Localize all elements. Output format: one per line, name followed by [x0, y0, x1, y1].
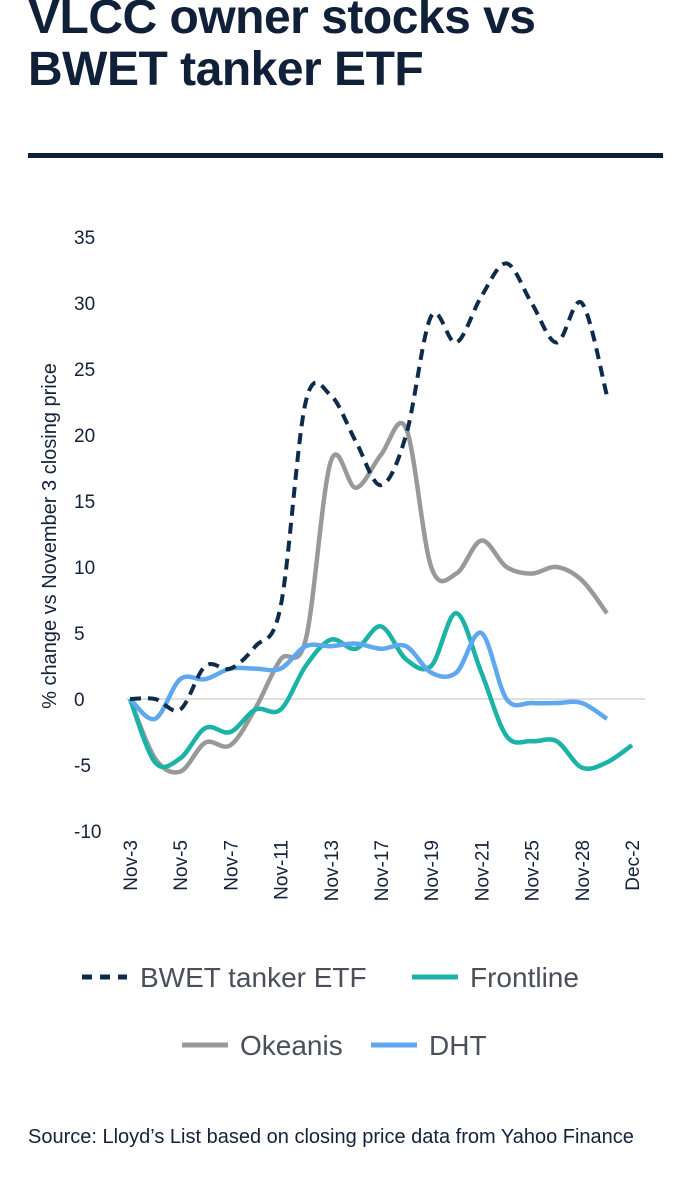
- x-tick-label: Dec-2: [623, 840, 644, 891]
- y-axis-ticks: -10 -5 0 5 10 15 20 25 30 35: [74, 228, 101, 843]
- x-tick-label: Nov-21: [472, 840, 493, 901]
- x-tick-label: Nov-3: [121, 840, 142, 891]
- y-tick-label: 30: [74, 294, 95, 315]
- series-line-dht: [128, 630, 609, 722]
- series-lines: [127, 261, 634, 775]
- y-tick-label: 5: [74, 624, 85, 645]
- y-tick-label: 10: [74, 558, 95, 579]
- series-line-bwet-tanker-etf: [129, 261, 609, 713]
- legend-label: BWET tanker ETF: [140, 962, 367, 993]
- y-tick-label: -5: [74, 756, 91, 777]
- y-tick-label: 35: [74, 228, 95, 249]
- series-line-okeanis: [127, 420, 609, 775]
- x-tick-label: Nov-17: [372, 840, 393, 901]
- source-note: Source: Lloyd’s List based on closing pr…: [28, 1126, 634, 1148]
- legend-label: DHT: [429, 1030, 487, 1061]
- x-tick-label: Nov-13: [322, 840, 343, 901]
- y-tick-label: 20: [74, 426, 95, 447]
- y-axis-label: % change vs November 3 closing price: [39, 363, 61, 709]
- chart-title: VLCC owner stocks vs BWET tanker ETF: [28, 0, 536, 96]
- series-line-frontline: [127, 610, 634, 772]
- y-tick-label: 15: [74, 492, 95, 513]
- x-tick-label: Nov-5: [171, 840, 192, 891]
- x-tick-label: Nov-19: [422, 840, 443, 901]
- y-tick-label: 25: [74, 360, 95, 381]
- x-tick-label: Nov-28: [573, 840, 594, 901]
- legend-label: Okeanis: [240, 1030, 343, 1061]
- x-tick-label: Nov-7: [221, 840, 242, 891]
- legend: BWET tanker ETF Frontline Okeanis DHT: [82, 962, 579, 1061]
- y-tick-label: -10: [74, 822, 101, 843]
- x-tick-label: Nov-11: [272, 840, 293, 900]
- x-tick-label: Nov-25: [523, 840, 544, 901]
- x-axis-ticks: Nov-3 Nov-5 Nov-7 Nov-11 Nov-13 Nov-17 Nov-19 N…: [121, 840, 644, 901]
- title-divider: [28, 153, 663, 158]
- y-tick-label: 0: [74, 690, 85, 711]
- legend-label: Frontline: [470, 962, 579, 993]
